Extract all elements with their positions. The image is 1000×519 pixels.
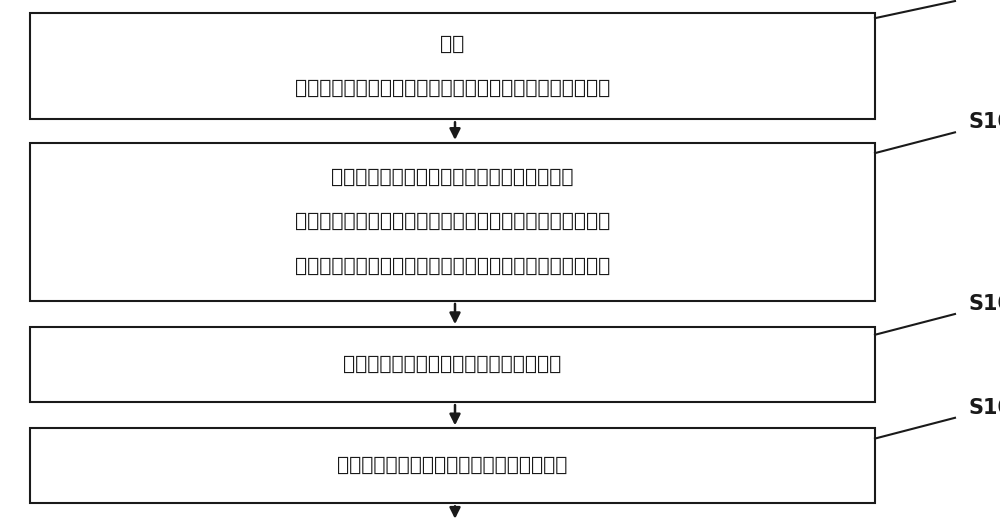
Text: 基于所述油压升高速率判定是否起动柴油机: 基于所述油压升高速率判定是否起动柴油机: [337, 456, 568, 475]
Bar: [30, 143, 875, 301]
Bar: [30, 13, 875, 119]
Text: S102: S102: [968, 112, 1000, 132]
Text: 压力: 压力: [440, 34, 465, 53]
Text: S104: S104: [968, 398, 1000, 418]
Bar: [30, 428, 875, 503]
Text: 压力在所述预设时长内均未到达预设滑油压力时，记录滑油: 压力在所述预设时长内均未到达预设滑油压力时，记录滑油: [295, 212, 610, 231]
Text: 在对柴油机进行滑油预供时，实时记录不同时刻的第一滑油: 在对柴油机进行滑油预供时，实时记录不同时刻的第一滑油: [295, 79, 610, 98]
Text: S103: S103: [968, 294, 1000, 314]
Text: 根据所述第二滑油压力计算油压升高速率: 根据所述第二滑油压力计算油压升高速率: [343, 355, 562, 374]
Text: 当滑油预供的时长到达预设时长且所述不同时刻的第一滑油: 当滑油预供的时长到达预设时长且所述不同时刻的第一滑油: [295, 257, 610, 276]
Text: S101: S101: [968, 0, 1000, 1]
Bar: [30, 327, 875, 402]
Text: 预供的时长到达所述预设时长的第二滑油压力: 预供的时长到达所述预设时长的第二滑油压力: [331, 168, 574, 187]
